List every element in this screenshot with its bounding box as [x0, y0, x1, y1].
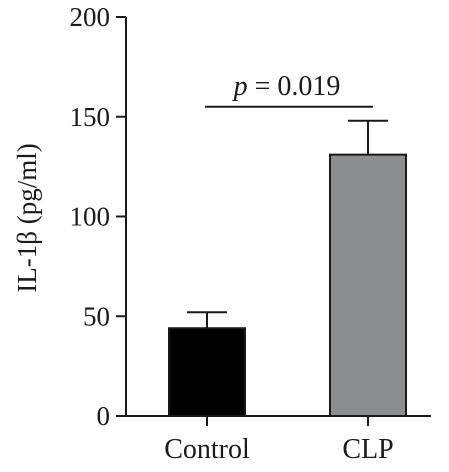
x-tick-label-control: Control — [164, 434, 250, 465]
x-tick-label-clp: CLP — [342, 434, 393, 465]
error-bars — [187, 119, 388, 329]
y-tick-label: 0 — [97, 401, 111, 431]
bars — [168, 153, 407, 417]
p-symbol: p — [232, 71, 248, 102]
bar-control — [168, 327, 246, 417]
x-tick-labels: Control CLP — [164, 416, 394, 465]
y-tick-label: 100 — [70, 202, 111, 232]
y-tick-label: 50 — [83, 301, 110, 331]
y-tick-label: 200 — [70, 2, 111, 32]
y-axis-title: IL-1β (pg/ml) — [12, 143, 42, 292]
y-tick-label: 150 — [70, 102, 111, 132]
significance-annotation: p = 0.019 — [232, 71, 341, 102]
p-value: = 0.019 — [248, 71, 341, 102]
bar-clp — [329, 153, 407, 417]
y-ticks: 0 50 100 150 200 — [70, 2, 126, 431]
